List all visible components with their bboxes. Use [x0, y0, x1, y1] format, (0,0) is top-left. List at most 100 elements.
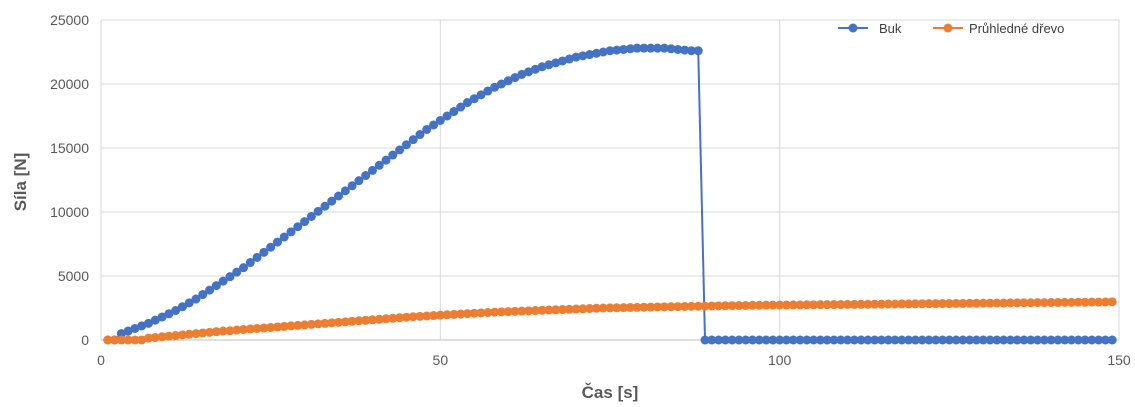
data-point [876, 335, 886, 345]
data-point [605, 46, 615, 56]
data-point [897, 299, 907, 309]
data-point [286, 227, 296, 237]
data-point [944, 299, 954, 309]
data-point [686, 46, 696, 56]
data-point [245, 324, 255, 334]
data-point [802, 335, 812, 345]
data-point [354, 316, 364, 326]
grid-lines [100, 19, 1120, 341]
data-point [585, 304, 595, 314]
data-point [517, 306, 527, 316]
data-point [266, 322, 276, 332]
data-point [965, 298, 975, 308]
data-point [395, 145, 405, 155]
data-point [836, 335, 846, 345]
data-point [612, 45, 622, 55]
data-point [632, 43, 642, 53]
data-point [720, 335, 730, 345]
data-point [496, 307, 506, 317]
data-point [306, 211, 316, 221]
data-point [571, 52, 581, 62]
data-point [177, 302, 187, 312]
y-tick-label: 20000 [50, 76, 89, 92]
data-point [435, 115, 445, 125]
data-point [924, 335, 934, 345]
data-point [788, 335, 798, 345]
data-point [992, 335, 1002, 345]
data-point [408, 135, 418, 145]
data-point [1080, 297, 1090, 307]
data-point [843, 335, 853, 345]
data-point [130, 335, 140, 345]
data-point [727, 335, 737, 345]
data-point [272, 322, 282, 332]
data-point [734, 335, 744, 345]
data-point [795, 300, 805, 310]
data-point [815, 300, 825, 310]
data-point [144, 318, 154, 328]
data-point [544, 305, 554, 315]
series-layer [103, 43, 1117, 345]
legend: Buk Průhledné dřevo [838, 21, 1064, 36]
data-point [686, 301, 696, 311]
data-point [361, 171, 371, 181]
data-point [293, 222, 303, 232]
data-point [917, 335, 927, 345]
y-axis-title: Síla [N] [11, 153, 30, 212]
data-point [469, 94, 479, 104]
data-point [483, 86, 493, 96]
data-point [598, 47, 608, 57]
data-point [761, 335, 771, 345]
data-point [334, 317, 344, 327]
data-point [1046, 335, 1056, 345]
data-point [890, 299, 900, 309]
data-point [836, 300, 846, 310]
data-point [442, 310, 452, 320]
data-point [239, 325, 249, 334]
data-point [931, 299, 941, 309]
data-point [415, 311, 425, 321]
data-point [1080, 335, 1090, 345]
data-point [490, 82, 500, 92]
data-point [137, 335, 147, 345]
data-point [347, 316, 357, 326]
data-point [761, 300, 771, 310]
data-point [422, 124, 432, 134]
data-point [415, 130, 425, 140]
data-point [700, 301, 710, 311]
series-line [107, 47, 1113, 341]
data-point [286, 321, 296, 331]
data-point [985, 298, 995, 308]
data-point [564, 54, 574, 64]
data-point [442, 111, 452, 121]
data-point [856, 299, 866, 309]
data-point [625, 302, 635, 312]
y-tick-label: 0 [81, 332, 89, 348]
data-point [340, 317, 350, 327]
data-point [259, 323, 269, 333]
data-point [809, 335, 819, 345]
data-point [171, 331, 181, 341]
data-point [1026, 335, 1036, 345]
data-point [116, 329, 126, 339]
data-point [232, 267, 242, 277]
data-point [429, 311, 439, 321]
data-point [829, 300, 839, 310]
data-point [659, 302, 669, 312]
data-point [788, 300, 798, 310]
data-point [992, 298, 1002, 308]
data-point [1066, 335, 1076, 345]
data-point [856, 335, 866, 345]
data-point [904, 299, 914, 309]
data-point [266, 242, 276, 252]
data-point [191, 329, 201, 339]
data-point [327, 196, 337, 206]
legend-item-buk: Buk [838, 21, 902, 36]
data-point [1012, 335, 1022, 345]
data-point [476, 90, 486, 100]
data-point [714, 301, 724, 311]
data-point [775, 300, 785, 310]
data-point [890, 335, 900, 345]
data-point [999, 335, 1009, 345]
x-tick-label: 0 [97, 352, 105, 368]
